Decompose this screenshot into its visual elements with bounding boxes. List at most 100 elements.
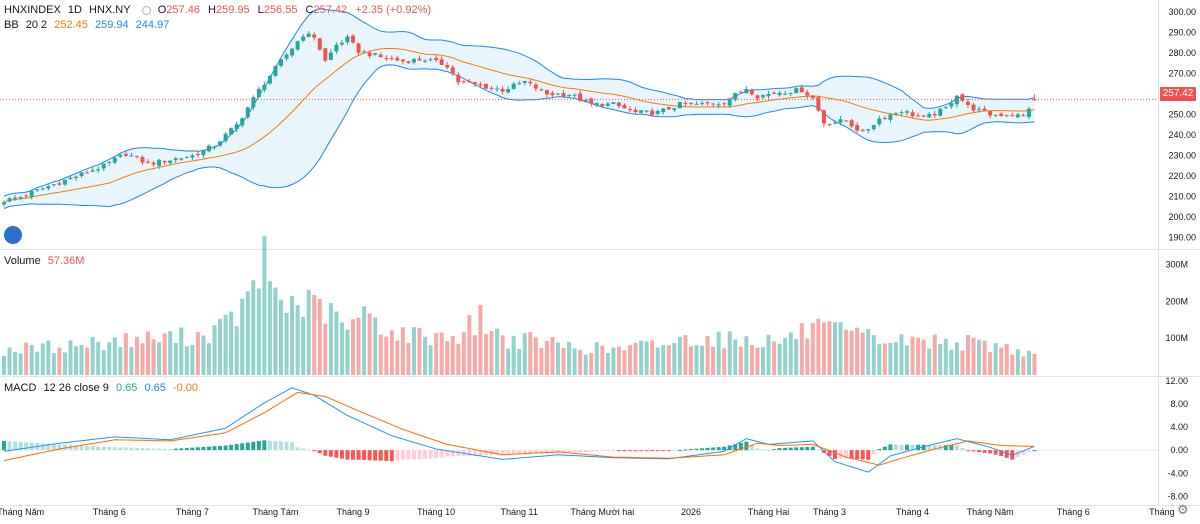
volume-legend[interactable]: Volume 57.36M (4, 254, 88, 268)
candle-body (306, 33, 311, 37)
time-axis-tick: Tháng 6 (1057, 507, 1090, 517)
volume-bar (90, 336, 95, 375)
candle-body (905, 111, 910, 113)
candle-body (40, 188, 45, 190)
price-axis-tick: 210.00 (1168, 192, 1196, 202)
time-axis-tick: Tháng Năm (0, 507, 44, 517)
symbol-name[interactable]: HNXINDEX (4, 4, 61, 16)
macd-histogram-bar (622, 450, 627, 452)
macd-histogram-bar (223, 445, 228, 451)
macd-histogram-bar (107, 446, 112, 451)
candle-body (866, 129, 871, 131)
volume-bar (605, 353, 610, 375)
macd-histogram-bar (572, 450, 577, 453)
volume-bar (439, 332, 444, 375)
macd-histogram-bar (134, 447, 139, 451)
macd-histogram-bar (400, 450, 405, 460)
macd-histogram-bar (367, 450, 372, 461)
volume-bar (616, 346, 621, 375)
volume-bar (1032, 353, 1037, 375)
candle-body (871, 125, 876, 130)
candle-body (650, 110, 655, 115)
macd-histogram-bar (982, 450, 987, 453)
volume-bar (146, 331, 151, 375)
candle-body (533, 84, 538, 89)
volume-bar (184, 346, 189, 375)
volume-bar (118, 347, 123, 375)
macd-histogram-bar (905, 444, 910, 451)
macd-histogram-bar (760, 449, 765, 451)
candle-body (567, 94, 572, 96)
market-status-icon (141, 5, 151, 15)
volume-bar (461, 332, 466, 375)
macd-signal-line (3, 391, 1035, 466)
macd-histogram-bar (428, 450, 433, 459)
bollinger-band-fill (4, 8, 1035, 209)
tradingview-logo-icon[interactable] (4, 226, 22, 244)
macd-histogram-bar (849, 450, 854, 459)
time-axis-tick: Tháng Tám (253, 507, 299, 517)
macd-histogram-bar (539, 450, 544, 454)
volume-bar (445, 341, 450, 375)
volume-bar (772, 341, 777, 375)
candle-body (954, 95, 959, 105)
volume-bar (589, 353, 594, 375)
bb-upper-value: 259.94 (94, 19, 129, 31)
volume-bar (600, 345, 605, 375)
macd-histogram-bar (583, 450, 588, 452)
volume-bar (583, 354, 588, 375)
candle-body (666, 107, 671, 110)
candle-body (943, 107, 948, 109)
candle-body (821, 110, 826, 124)
interval[interactable]: 1D (67, 4, 82, 16)
candle-body (334, 44, 339, 52)
volume-bar (406, 343, 411, 375)
volume-bar (683, 335, 688, 375)
volume-bar (495, 328, 500, 375)
volume-bar (760, 347, 765, 375)
candle-body (234, 124, 239, 130)
volume-bar (860, 332, 865, 375)
volume-bar (844, 329, 849, 375)
candle-body (417, 58, 422, 61)
macd-histogram-bar (810, 446, 815, 451)
candle-body (550, 92, 555, 96)
candle-body (151, 162, 156, 165)
volume-bar (129, 346, 134, 375)
macd-histogram-bar (954, 445, 959, 451)
macd-histogram-bar (439, 450, 444, 458)
time-axis-tick: Tháng 6 (93, 507, 126, 517)
candle-body (766, 93, 771, 97)
candle-body (251, 97, 256, 108)
gear-icon[interactable]: ⚙ (1177, 502, 1189, 517)
macd-histogram-bar (772, 449, 777, 451)
macd-histogram-bar (838, 450, 843, 459)
volume-bar (417, 328, 422, 375)
macd-histogram-bar (301, 448, 306, 451)
candle-body (74, 176, 79, 179)
volume-bar (855, 327, 860, 375)
macd-legend[interactable]: MACD 12 26 close 9 0.65 0.65 -0.00 (4, 381, 202, 395)
volume-bar (68, 340, 73, 375)
macd-axis-tick: 8.00 (1170, 399, 1188, 409)
macd-histogram-bar (328, 450, 333, 457)
high-value: 259.95 (215, 4, 250, 16)
time-axis-tick: Tháng 4 (896, 507, 929, 517)
macd-histogram-bar (522, 450, 527, 455)
candle-body (694, 103, 699, 105)
volume-bar (927, 348, 932, 375)
price-axis-tick: 290.00 (1168, 28, 1196, 38)
bb-legend[interactable]: BB 20 2 252.45 259.94 244.97 (4, 18, 173, 32)
low-label: L (257, 4, 264, 16)
candle-body (772, 92, 777, 94)
candle-body (85, 172, 90, 174)
volume-bar (783, 337, 788, 375)
volume-bar (218, 318, 223, 375)
volume-bar (7, 347, 12, 375)
candle-body (439, 59, 444, 65)
volume-bar (794, 339, 799, 375)
volume-bar (788, 332, 793, 375)
macd-histogram-bar (151, 448, 156, 451)
